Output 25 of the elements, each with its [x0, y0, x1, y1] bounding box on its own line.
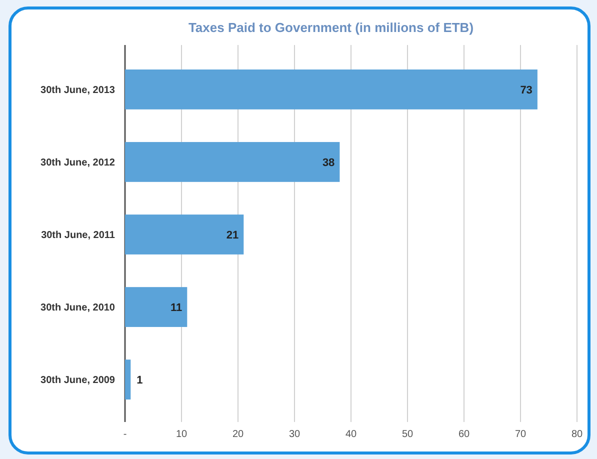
y-tick-label: 30th June, 2013 — [40, 84, 116, 96]
bar — [125, 360, 131, 400]
y-tick-label: 30th June, 2009 — [40, 375, 116, 386]
x-tick-label: 30 — [288, 429, 300, 440]
bar — [125, 70, 538, 110]
x-tick-label: 70 — [514, 429, 526, 440]
y-tick-label: 30th June, 2011 — [41, 230, 116, 241]
data-label: 11 — [170, 302, 182, 314]
data-label: 38 — [322, 156, 335, 169]
data-label: 21 — [226, 229, 239, 242]
data-label: 73 — [520, 84, 532, 96]
data-label: 1 — [136, 374, 143, 386]
bar — [125, 287, 188, 327]
x-tick-label: 20 — [232, 429, 244, 440]
bar — [125, 142, 340, 182]
chart-title: Taxes Paid to Government (in millions of ETB) — [188, 20, 474, 35]
x-tick-label: 10 — [176, 429, 188, 440]
y-tick-label: 30th June, 2012 — [40, 157, 116, 168]
x-tick-label: 40 — [345, 429, 357, 440]
bar — [125, 214, 244, 254]
x-tick-label: 80 — [571, 429, 583, 440]
x-tick-label: - — [123, 429, 127, 440]
x-tick-label: 60 — [458, 429, 470, 440]
x-tick-label: 50 — [402, 429, 414, 440]
y-tick-label: 30th June, 2010 — [40, 302, 116, 314]
